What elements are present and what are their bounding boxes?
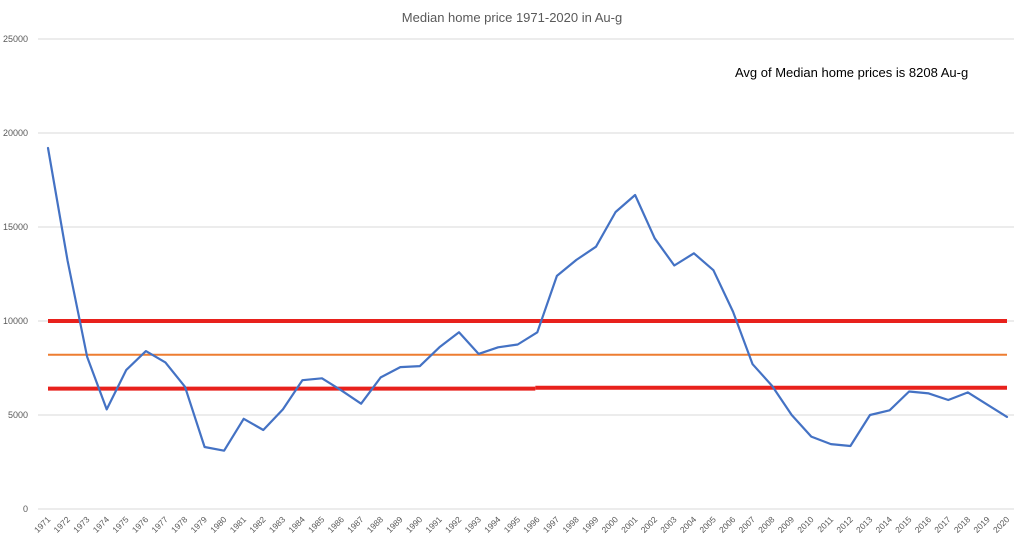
x-tick-label: 1998 [560, 514, 581, 535]
x-tick-label: 1974 [91, 514, 112, 535]
x-tick-label: 1985 [306, 514, 327, 535]
y-tick-label: 0 [23, 504, 28, 514]
series-line [46, 146, 1009, 452]
x-tick-label: 1981 [228, 514, 249, 535]
x-axis-ticks: 1971 1972 1973 1974 1975 1976 1977 1978 1979 1980… [32, 514, 1012, 535]
y-tick-label: 25000 [3, 34, 28, 44]
x-tick-label: 1996 [521, 514, 542, 535]
x-tick-label: 1993 [463, 514, 484, 535]
x-tick-label: 2001 [619, 514, 640, 535]
x-tick-label: 1979 [189, 514, 210, 535]
x-tick-label: 1977 [149, 514, 170, 535]
average-annotation: Avg of Median home prices is 8208 Au-g [735, 65, 968, 80]
series-lines [46, 146, 1009, 452]
x-tick-label: 1989 [384, 514, 405, 535]
x-tick-label: 1994 [482, 514, 503, 535]
reference-lines [48, 319, 1007, 391]
y-tick-label: 10000 [3, 316, 28, 326]
y-tick-label: 15000 [3, 222, 28, 232]
x-tick-label: 2010 [795, 514, 816, 535]
x-tick-label: 1982 [247, 514, 268, 535]
x-tick-label: 2018 [952, 514, 973, 535]
x-tick-label: 1984 [286, 514, 307, 535]
x-tick-label: 1983 [267, 514, 288, 535]
x-tick-label: 1999 [580, 514, 601, 535]
x-tick-label: 2019 [971, 514, 992, 535]
x-tick-label: 2004 [678, 514, 699, 535]
x-tick-label: 2017 [932, 514, 953, 535]
x-tick-label: 2013 [854, 514, 875, 535]
x-tick-label: 2003 [658, 514, 679, 535]
x-tick-label: 2020 [991, 514, 1012, 535]
x-tick-label: 1987 [345, 514, 366, 535]
x-tick-label: 2002 [639, 514, 660, 535]
x-tick-label: 1980 [208, 514, 229, 535]
x-tick-label: 2000 [600, 514, 621, 535]
x-tick-label: 1990 [404, 514, 425, 535]
x-tick-label: 2006 [717, 514, 738, 535]
x-tick-label: 1995 [502, 514, 523, 535]
x-tick-label: 1997 [541, 514, 562, 535]
chart-title: Median home price 1971-2020 in Au-g [402, 10, 622, 25]
x-tick-label: 2012 [834, 514, 855, 535]
y-axis-ticks: 0 5000 10000 15000 20000 25000 [3, 34, 28, 514]
x-tick-label: 2015 [893, 514, 914, 535]
x-tick-label: 2011 [815, 514, 835, 534]
x-tick-label: 1972 [52, 514, 73, 535]
x-tick-label: 1978 [169, 514, 190, 535]
gridlines [38, 38, 1014, 510]
x-tick-label: 1975 [110, 514, 131, 535]
x-tick-label: 2005 [697, 514, 718, 535]
y-tick-label: 20000 [3, 128, 28, 138]
x-tick-label: 1992 [443, 514, 464, 535]
x-tick-label: 1976 [130, 514, 151, 535]
y-tick-label: 5000 [8, 410, 28, 420]
x-tick-label: 1991 [423, 514, 444, 535]
x-tick-label: 1986 [326, 514, 347, 535]
x-tick-label: 2007 [737, 514, 758, 535]
x-tick-label: 1988 [365, 514, 386, 535]
x-tick-label: 1971 [32, 514, 53, 535]
x-tick-label: 2014 [874, 514, 895, 535]
x-tick-label: 1973 [71, 514, 92, 535]
x-tick-label: 2008 [756, 514, 777, 535]
x-tick-label: 2009 [776, 514, 797, 535]
x-tick-label: 2016 [913, 514, 934, 535]
